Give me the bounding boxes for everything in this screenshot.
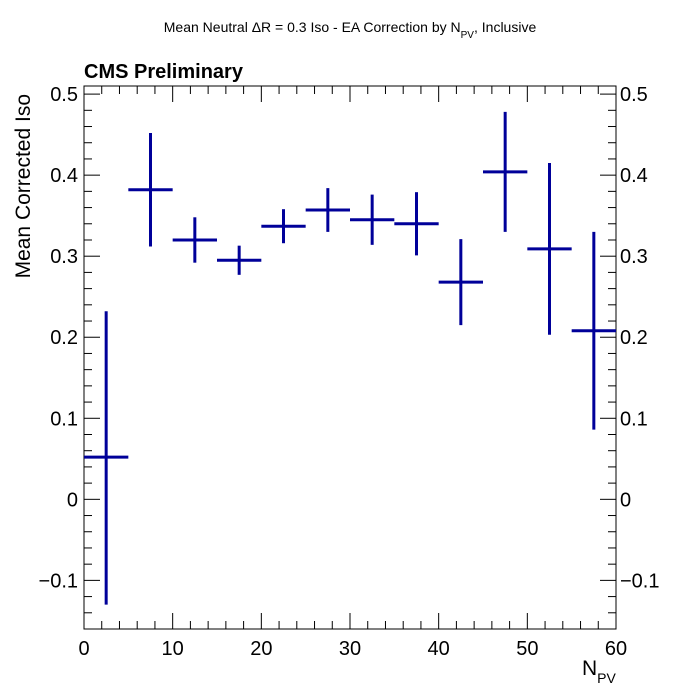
data-point (483, 111, 528, 232)
data-point (438, 239, 483, 326)
data-point (261, 209, 306, 244)
y-tick-label: 0.5 (50, 84, 78, 106)
data-point (305, 188, 350, 232)
data-point (84, 311, 129, 605)
x-axis-label: NPV (582, 657, 617, 686)
x-tick-label: 30 (339, 638, 361, 660)
y-tick-label-right: 0.4 (620, 165, 648, 187)
y-tick-label-right: 0.5 (620, 84, 648, 106)
data-point (217, 245, 262, 275)
cms-label: CMS Preliminary (84, 61, 244, 83)
x-axis-label-main: N (582, 657, 597, 680)
data-points (84, 111, 616, 605)
y-tick-label: 0.2 (50, 327, 78, 349)
y-axis-label: Mean Corrected Iso (12, 94, 35, 278)
x-tick-label: 20 (250, 638, 272, 660)
y-tick-label: 0.4 (50, 165, 78, 187)
x-tick-label: 0 (78, 638, 89, 660)
y-tick-label: 0.1 (50, 408, 78, 430)
chart-title-subscript: PV (461, 30, 475, 41)
data-point (571, 231, 616, 430)
y-tick-label: −0.1 (39, 570, 78, 592)
y-tick-label-right: 0.3 (620, 246, 648, 268)
x-tick-label: 50 (516, 638, 538, 660)
y-tick-label: 0.3 (50, 246, 78, 268)
data-point (172, 217, 217, 263)
chart-title-suffix: , Inclusive (474, 19, 536, 35)
x-tick-label: 10 (162, 638, 184, 660)
y-tick-label-right: −0.1 (620, 570, 659, 592)
data-point (394, 192, 439, 256)
data-point (527, 162, 572, 335)
data-point (350, 194, 395, 245)
x-axis-label-subscript: PV (597, 670, 616, 686)
chart-title-main: Mean Neutral ΔR = 0.3 Iso - EA Correctio… (164, 19, 461, 35)
y-tick-label: 0 (67, 489, 78, 511)
x-tick-label: 60 (605, 638, 627, 660)
y-tick-label-right: 0.2 (620, 327, 648, 349)
tick-labels: 0 10 20 30 40 50 60 −0.1 −0.1 0 0 0.1 0.1 0.2 0.2 0.3 0.… (39, 84, 660, 660)
y-tick-label-right: 0 (620, 489, 631, 511)
plot-frame (83, 85, 617, 630)
data-point (128, 133, 173, 247)
y-tick-label-right: 0.1 (620, 408, 648, 430)
x-tick-label: 40 (428, 638, 450, 660)
axis-ticks (83, 86, 617, 630)
chart-title: Mean Neutral ΔR = 0.3 Iso - EA Correctio… (164, 19, 537, 41)
